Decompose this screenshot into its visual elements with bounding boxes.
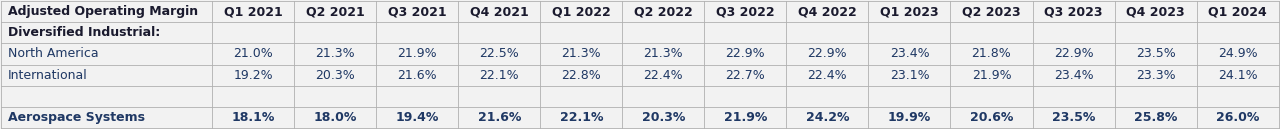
Text: 22.4%: 22.4% [644, 68, 684, 82]
Text: 22.9%: 22.9% [726, 47, 765, 61]
Text: Q1 2024: Q1 2024 [1208, 5, 1267, 18]
Text: 23.1%: 23.1% [890, 68, 929, 82]
Text: 22.5%: 22.5% [480, 47, 520, 61]
Text: 22.7%: 22.7% [726, 68, 765, 82]
Text: Q4 2021: Q4 2021 [470, 5, 529, 18]
Text: Q1 2021: Q1 2021 [224, 5, 283, 18]
Text: 18.0%: 18.0% [314, 111, 357, 124]
Text: 24.1%: 24.1% [1217, 68, 1257, 82]
Text: 22.4%: 22.4% [808, 68, 847, 82]
Text: 21.6%: 21.6% [477, 111, 521, 124]
Text: Diversified Industrial:: Diversified Industrial: [8, 26, 160, 39]
Text: 22.8%: 22.8% [562, 68, 602, 82]
Text: 18.1%: 18.1% [232, 111, 275, 124]
Text: North America: North America [8, 47, 99, 61]
Text: 19.2%: 19.2% [233, 68, 273, 82]
Text: 22.9%: 22.9% [1053, 47, 1093, 61]
Text: Q2 2022: Q2 2022 [634, 5, 692, 18]
Text: 23.4%: 23.4% [890, 47, 929, 61]
Text: Q4 2023: Q4 2023 [1126, 5, 1185, 18]
Text: 21.9%: 21.9% [397, 47, 436, 61]
Text: Adjusted Operating Margin: Adjusted Operating Margin [8, 5, 198, 18]
Text: 21.9%: 21.9% [723, 111, 767, 124]
Text: 21.0%: 21.0% [233, 47, 273, 61]
Text: 21.8%: 21.8% [972, 47, 1011, 61]
Text: Q2 2021: Q2 2021 [306, 5, 365, 18]
Text: 23.4%: 23.4% [1053, 68, 1093, 82]
Text: 24.9%: 24.9% [1217, 47, 1257, 61]
Text: 19.9%: 19.9% [888, 111, 931, 124]
Text: 23.5%: 23.5% [1135, 47, 1175, 61]
Text: Aerospace Systems: Aerospace Systems [8, 111, 145, 124]
Text: 23.5%: 23.5% [1052, 111, 1096, 124]
Text: 22.9%: 22.9% [808, 47, 847, 61]
Text: 21.3%: 21.3% [644, 47, 684, 61]
Text: 24.2%: 24.2% [805, 111, 849, 124]
Text: 21.9%: 21.9% [972, 68, 1011, 82]
Text: 21.3%: 21.3% [562, 47, 602, 61]
Text: 26.0%: 26.0% [1216, 111, 1260, 124]
Text: Q4 2022: Q4 2022 [797, 5, 856, 18]
Text: 21.3%: 21.3% [315, 47, 355, 61]
Text: Q2 2023: Q2 2023 [963, 5, 1020, 18]
Text: Q1 2022: Q1 2022 [552, 5, 611, 18]
Text: 20.6%: 20.6% [970, 111, 1014, 124]
Text: International: International [8, 68, 87, 82]
Text: 20.3%: 20.3% [641, 111, 685, 124]
Text: 22.1%: 22.1% [480, 68, 520, 82]
Text: Q3 2022: Q3 2022 [716, 5, 774, 18]
Text: 23.3%: 23.3% [1135, 68, 1175, 82]
Text: 25.8%: 25.8% [1134, 111, 1178, 124]
Text: 19.4%: 19.4% [396, 111, 439, 124]
Text: 22.1%: 22.1% [559, 111, 603, 124]
Text: 20.3%: 20.3% [315, 68, 355, 82]
Text: Q3 2023: Q3 2023 [1044, 5, 1103, 18]
Text: 21.6%: 21.6% [397, 68, 436, 82]
Text: Q3 2021: Q3 2021 [388, 5, 447, 18]
Text: Q1 2023: Q1 2023 [881, 5, 938, 18]
